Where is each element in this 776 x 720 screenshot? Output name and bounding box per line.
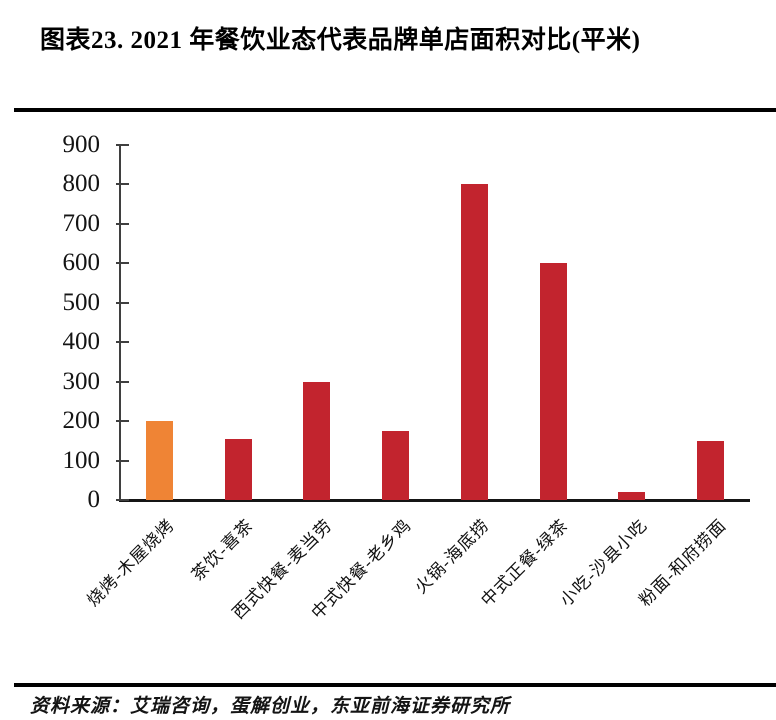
y-axis-tick-label: 200 — [62, 407, 101, 435]
y-axis-tick-label: 500 — [62, 288, 101, 316]
y-axis-tick-label: 800 — [62, 170, 101, 198]
bar — [225, 439, 252, 500]
y-axis-tick-label: 400 — [62, 328, 101, 356]
y-axis-tick-label: 100 — [62, 446, 101, 474]
figure-title: 图表23. 2021 年餐饮业态代表品牌单店面积对比(平米) — [40, 27, 641, 54]
y-axis-tick-mark — [116, 222, 129, 225]
bar — [697, 441, 724, 500]
y-axis-tick-label: 900 — [62, 131, 101, 158]
bar — [540, 263, 567, 500]
x-axis-category-label: 烧烤-木屋烧烤 — [83, 515, 178, 611]
y-axis-tick-mark — [116, 301, 129, 304]
y-axis-tick-mark — [116, 144, 129, 146]
y-axis-tick-mark — [116, 341, 129, 344]
y-axis-tick-mark — [116, 420, 129, 423]
y-axis-tick-label: 600 — [62, 249, 101, 277]
y-axis-tick-mark — [116, 262, 129, 265]
source-note: 资料来源：艾瑞咨询，蛋解创业，东亚前海证券研究所 — [30, 696, 511, 717]
bar — [618, 492, 645, 500]
y-axis-line — [119, 145, 121, 501]
y-axis-tick-label: 0 — [87, 486, 101, 513]
bar — [146, 421, 173, 500]
x-axis-line — [119, 499, 750, 502]
bar — [382, 431, 409, 500]
footer-divider-rule — [14, 683, 776, 687]
bar — [461, 184, 488, 500]
y-axis-tick-mark — [116, 459, 129, 462]
y-axis-tick-mark — [116, 380, 129, 383]
title-divider-rule — [14, 108, 776, 112]
x-axis-category-label: 茶饮-喜茶 — [187, 515, 257, 585]
y-axis-tick-label: 700 — [62, 209, 101, 237]
y-axis-tick-mark — [116, 499, 129, 501]
y-axis-tick-mark — [116, 183, 129, 186]
bar — [303, 382, 330, 500]
y-axis-tick-label: 300 — [62, 367, 101, 395]
